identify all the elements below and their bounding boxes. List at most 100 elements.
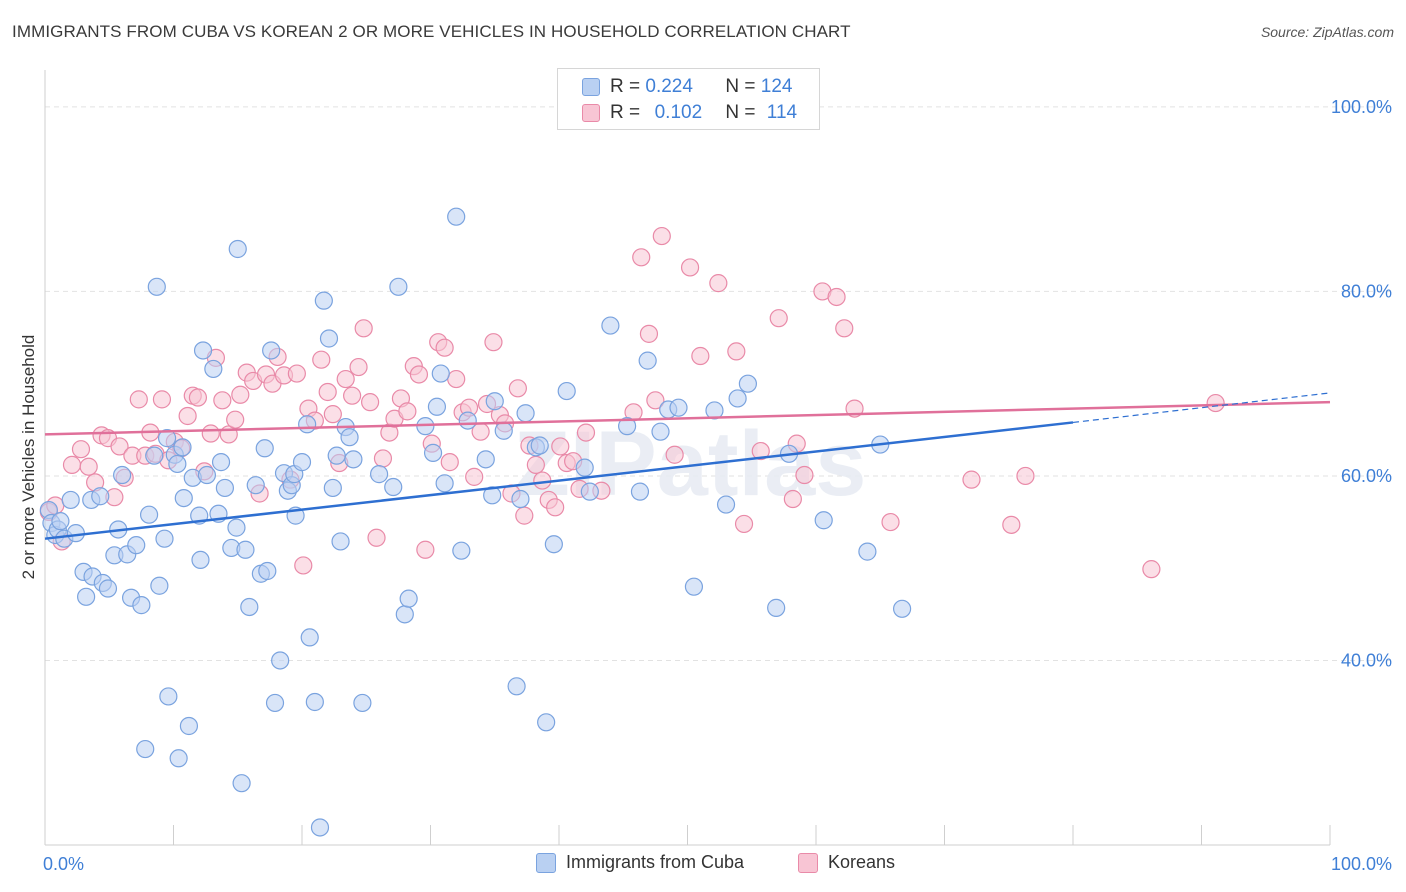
cuba-point (191, 550, 210, 570)
korean-point (409, 365, 429, 384)
korean-swatch (798, 852, 818, 873)
cuba-point (557, 381, 576, 401)
cuba-point (476, 450, 495, 469)
cuba-point (575, 458, 594, 477)
korean-point (312, 350, 331, 369)
cuba-point (669, 398, 688, 417)
y-tick-label: 100.0% (1331, 97, 1392, 117)
korean-point (62, 455, 82, 474)
r-label: R = (610, 76, 641, 97)
cuba-point (157, 429, 177, 448)
korean-point (1142, 560, 1161, 579)
cuba-point (705, 401, 724, 420)
cuba-trend-line (44, 421, 1074, 540)
cuba-point (331, 532, 350, 551)
korean-point (515, 506, 534, 525)
korean-point (294, 556, 313, 575)
korean-point (129, 390, 148, 409)
cuba-point (340, 428, 359, 447)
korean-point (835, 319, 854, 338)
cuba-point (174, 488, 193, 508)
series-legend: Immigrants from Cuba Koreans (0, 852, 1406, 878)
cuba-point (265, 693, 285, 713)
cuba-point (66, 524, 85, 543)
korean-point (632, 248, 651, 267)
legend-row-cuba: R = 0.224 N = 124 (582, 75, 792, 99)
y-tick-label: 60.0% (1341, 466, 1392, 486)
cuba-point (255, 439, 274, 458)
cuba-point (323, 478, 342, 498)
korean-point (323, 405, 342, 424)
korean-point (639, 324, 659, 343)
cuba-point (638, 351, 657, 370)
cuba-point (618, 417, 637, 436)
cuba-point (246, 476, 265, 495)
cuba-point (767, 598, 786, 617)
cuba-series (39, 207, 912, 837)
cuba-point (98, 579, 118, 598)
cuba-point (537, 713, 556, 732)
korean-point (1016, 466, 1035, 486)
korean-point (349, 357, 368, 377)
legend-row-korean: R = 0.102 N = 114 (582, 101, 797, 125)
cuba-point (814, 511, 833, 530)
korean-point (691, 346, 710, 366)
korean-point (465, 467, 484, 486)
cuba-point (258, 561, 277, 581)
korean-point (152, 390, 172, 409)
cuba-swatch (582, 78, 600, 96)
trend-lines (44, 392, 1331, 540)
r-label: R = (610, 102, 641, 123)
korean-point (440, 453, 459, 472)
cuba-point (169, 749, 188, 768)
cuba-point (395, 605, 414, 624)
cuba-point (494, 421, 513, 440)
cuba-point (227, 518, 246, 537)
cuba-point (447, 207, 466, 226)
cuba-point (327, 446, 346, 465)
cuba-point (314, 291, 333, 310)
korean-point (769, 309, 788, 328)
cuba-point (197, 465, 217, 485)
n-label: N = (725, 76, 756, 97)
cuba-point (215, 478, 234, 498)
korean-point (881, 512, 900, 532)
cuba-point (112, 465, 132, 485)
cuba-point (139, 505, 159, 524)
cuba-trend-extension (1072, 392, 1331, 424)
korean-point (110, 437, 129, 456)
cuba-point (179, 716, 199, 736)
korean-point (231, 385, 250, 404)
korean-point (665, 445, 684, 464)
cuba-point (305, 692, 324, 712)
cuba-point (236, 540, 255, 559)
korean-point (546, 498, 565, 517)
cuba-point (716, 495, 736, 514)
cuba-point (173, 438, 192, 457)
cuba-point (300, 628, 319, 647)
r-value: 0.102 (654, 102, 703, 123)
cuba-point (580, 482, 599, 501)
cuba-point (136, 739, 155, 759)
korean-point (318, 382, 337, 402)
cuba-point (728, 389, 747, 408)
cuba-point (530, 436, 549, 455)
cuba-point (240, 597, 259, 617)
cuba-point (738, 374, 757, 393)
korean-point (734, 514, 754, 534)
korean-point (827, 287, 846, 307)
cuba-point (435, 474, 454, 493)
korean-point (201, 424, 220, 443)
cuba-point (399, 589, 418, 608)
cuba-point (353, 693, 372, 713)
y-tick-label: 80.0% (1341, 281, 1392, 301)
cuba-point (370, 465, 389, 484)
korean-point (1002, 515, 1021, 534)
legend-label: Koreans (828, 852, 896, 872)
korean-point (576, 423, 596, 442)
cuba-point (61, 490, 80, 510)
cuba-point (127, 536, 146, 555)
korean-point (652, 226, 671, 246)
korean-point (795, 465, 814, 485)
axis-labels: 40.0% 60.0% 80.0% 100.0% 0.0% 100.0% 2 or more… (19, 97, 1392, 874)
